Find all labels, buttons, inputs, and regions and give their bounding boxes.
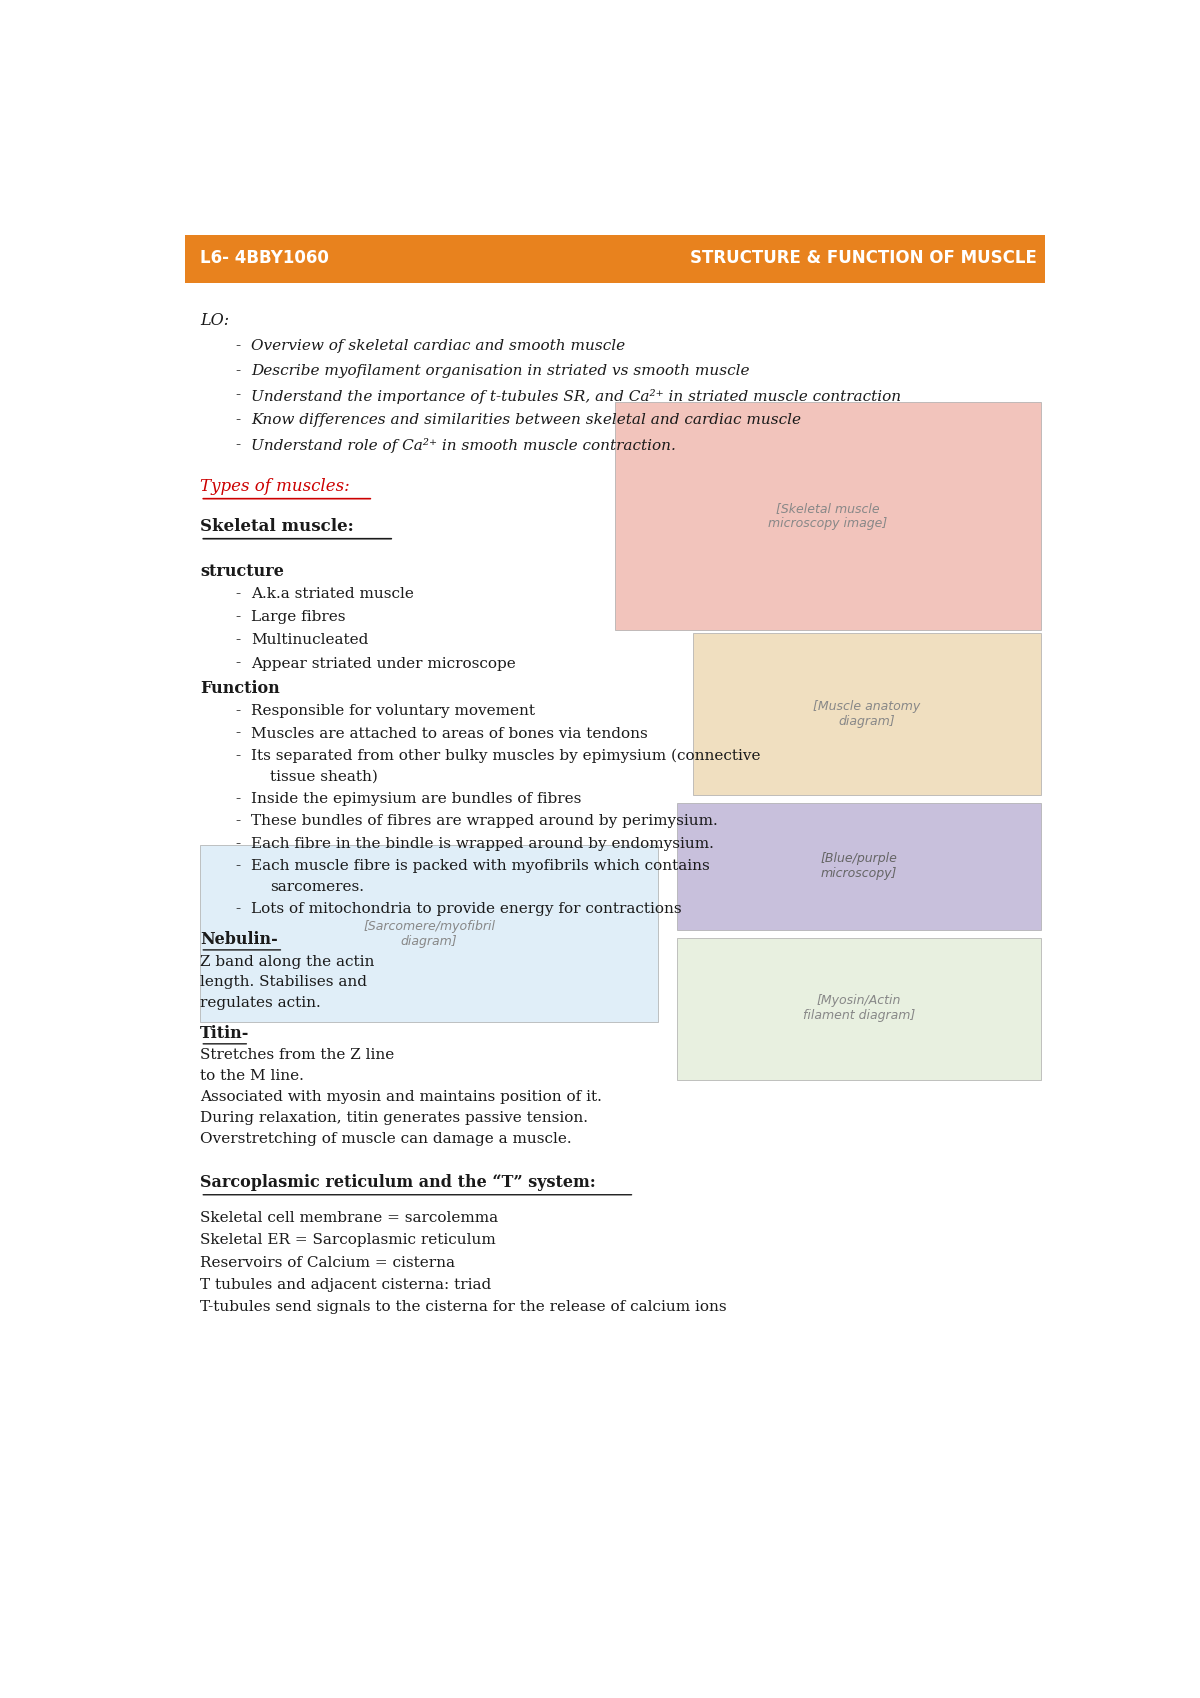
Text: Muscles are attached to areas of bones via tendons: Muscles are attached to areas of bones v… (251, 727, 648, 740)
Text: [Myosin/Actin
filament diagram]: [Myosin/Actin filament diagram] (803, 995, 916, 1022)
Text: Overview of skeletal cardiac and smooth muscle: Overview of skeletal cardiac and smooth … (251, 340, 625, 353)
Text: Nebulin-: Nebulin- (200, 931, 278, 947)
Text: [Muscle anatomy
diagram]: [Muscle anatomy diagram] (814, 700, 920, 728)
Text: Skeletal cell membrane = sarcolemma: Skeletal cell membrane = sarcolemma (200, 1211, 498, 1224)
Text: -: - (235, 588, 240, 601)
Text: sarcomeres.: sarcomeres. (270, 880, 364, 893)
Text: -: - (235, 749, 240, 762)
Text: Function: Function (200, 679, 280, 696)
Text: -: - (235, 610, 240, 625)
Text: [Sarcomere/myofibril
diagram]: [Sarcomere/myofibril diagram] (364, 920, 496, 947)
Text: Skeletal muscle:: Skeletal muscle: (200, 518, 354, 535)
FancyBboxPatch shape (677, 937, 1042, 1080)
Text: Overstretching of muscle can damage a muscle.: Overstretching of muscle can damage a mu… (200, 1131, 572, 1146)
Text: Understand role of Ca²⁺ in smooth muscle contraction.: Understand role of Ca²⁺ in smooth muscle… (251, 438, 676, 453)
Text: -: - (235, 727, 240, 740)
Text: Multinucleated: Multinucleated (251, 633, 368, 647)
Text: Responsible for voluntary movement: Responsible for voluntary movement (251, 705, 535, 718)
Text: -: - (235, 438, 240, 452)
Text: -: - (235, 705, 240, 718)
Text: A.k.a striated muscle: A.k.a striated muscle (251, 588, 414, 601)
Text: Understand the importance of t-tubules SR, and Ca²⁺ in striated muscle contracti: Understand the importance of t-tubules S… (251, 389, 901, 404)
Text: Each muscle fibre is packed with myofibrils which contains: Each muscle fibre is packed with myofibr… (251, 859, 709, 873)
Text: regulates actin.: regulates actin. (200, 997, 322, 1010)
Text: Stretches from the Z line: Stretches from the Z line (200, 1048, 395, 1063)
Text: Skeletal ER = Sarcoplasmic reticulum: Skeletal ER = Sarcoplasmic reticulum (200, 1233, 496, 1248)
Text: length. Stabilises and: length. Stabilises and (200, 975, 367, 990)
Text: These bundles of fibres are wrapped around by perimysium.: These bundles of fibres are wrapped arou… (251, 815, 718, 829)
Text: T tubules and adjacent cisterna: triad: T tubules and adjacent cisterna: triad (200, 1279, 492, 1292)
Text: Know differences and similarities between skeletal and cardiac muscle: Know differences and similarities betwee… (251, 413, 800, 428)
FancyBboxPatch shape (692, 633, 1042, 795)
FancyBboxPatch shape (677, 803, 1042, 931)
Text: STRUCTURE & FUNCTION OF MUSCLE: STRUCTURE & FUNCTION OF MUSCLE (690, 250, 1037, 267)
Text: -: - (235, 363, 240, 379)
Text: During relaxation, titin generates passive tension.: During relaxation, titin generates passi… (200, 1110, 588, 1124)
Text: T-tubules send signals to the cisterna for the release of calcium ions: T-tubules send signals to the cisterna f… (200, 1301, 727, 1314)
Text: -: - (235, 837, 240, 851)
Text: Lots of mitochondria to provide energy for contractions: Lots of mitochondria to provide energy f… (251, 902, 682, 917)
Text: to the M line.: to the M line. (200, 1070, 305, 1083)
Text: Appear striated under microscope: Appear striated under microscope (251, 657, 516, 671)
Text: Sarcoplasmic reticulum and the “T” system:: Sarcoplasmic reticulum and the “T” syste… (200, 1173, 596, 1190)
Text: Each fibre in the bindle is wrapped around by endomysium.: Each fibre in the bindle is wrapped arou… (251, 837, 714, 851)
Text: L6- 4BBY1060: L6- 4BBY1060 (200, 250, 329, 267)
Text: -: - (235, 815, 240, 829)
Text: tissue sheath): tissue sheath) (270, 769, 378, 784)
Text: -: - (235, 340, 240, 353)
Text: -: - (235, 413, 240, 428)
Text: Large fibres: Large fibres (251, 610, 346, 625)
Text: Reservoirs of Calcium = cisterna: Reservoirs of Calcium = cisterna (200, 1255, 455, 1270)
FancyBboxPatch shape (616, 402, 1042, 630)
FancyBboxPatch shape (185, 236, 1045, 284)
Text: Its separated from other bulky muscles by epimysium (connective: Its separated from other bulky muscles b… (251, 749, 761, 764)
Text: -: - (235, 859, 240, 873)
Text: -: - (235, 791, 240, 807)
FancyBboxPatch shape (200, 846, 658, 1022)
Text: -: - (235, 902, 240, 917)
Text: [Skeletal muscle
microscopy image]: [Skeletal muscle microscopy image] (768, 501, 888, 530)
Text: Types of muscles:: Types of muscles: (200, 477, 350, 494)
Text: -: - (235, 633, 240, 647)
Text: Z band along the actin: Z band along the actin (200, 954, 374, 968)
Text: LO:: LO: (200, 311, 229, 328)
Text: Titin-: Titin- (200, 1024, 250, 1041)
Text: [Blue/purple
microscopy]: [Blue/purple microscopy] (821, 852, 898, 880)
Text: structure: structure (200, 562, 284, 579)
Text: Inside the epimysium are bundles of fibres: Inside the epimysium are bundles of fibr… (251, 791, 581, 807)
Text: -: - (235, 389, 240, 402)
Text: -: - (235, 657, 240, 671)
Text: Associated with myosin and maintains position of it.: Associated with myosin and maintains pos… (200, 1090, 602, 1104)
Text: Describe myofilament organisation in striated vs smooth muscle: Describe myofilament organisation in str… (251, 363, 749, 379)
